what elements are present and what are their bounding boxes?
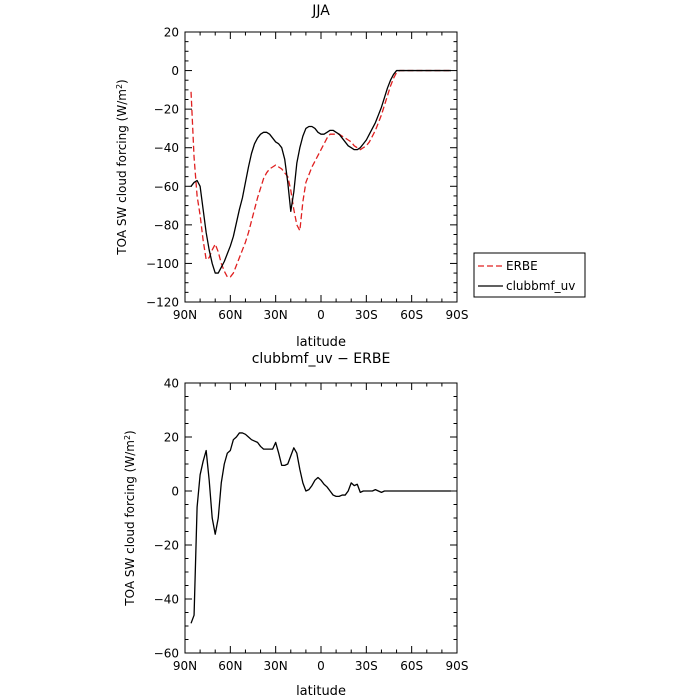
top-series-lines <box>190 69 451 278</box>
top-x-tick-label: 90S <box>446 308 469 322</box>
bottom-x-tick-label: 60S <box>400 659 423 673</box>
top-y-tick-label: −20 <box>154 103 179 117</box>
top-series-line-clubbmf-uv <box>190 69 451 274</box>
legend-box <box>473 252 586 298</box>
legend: ERBE clubbmf_uv <box>473 252 586 298</box>
bottom-axis-ticks: 90N 60N 30N 0 30S 60S 90S 40 20 0 −20 −40 −60 <box>154 377 469 674</box>
bottom-x-tick-label: 90S <box>446 659 469 673</box>
legend-erbe-label: ERBE <box>506 259 538 273</box>
bottom-y-tick-label: 40 <box>164 377 179 391</box>
top-x-tick-label: 90N <box>173 308 197 322</box>
top-x-tick-label: 30N <box>264 308 288 322</box>
top-y-tick-label: −40 <box>154 141 179 155</box>
bottom-x-tick-label: 30N <box>264 659 288 673</box>
bottom-series-lines <box>190 432 451 624</box>
bottom-panel: clubbmf_uv − ERBE 90N 60N 30N 0 30S 60S 90S 40 2… <box>123 351 468 699</box>
bottom-y-tick-label: −20 <box>154 539 179 553</box>
top-y-axis-label: TOA SW cloud forcing (W/m2) <box>115 79 129 255</box>
top-x-tick-label: 0 <box>317 308 325 322</box>
top-y-tick-label: −120 <box>146 296 179 310</box>
bottom-x-tick-label: 90N <box>173 659 197 673</box>
top-x-tick-label: 60N <box>218 308 242 322</box>
bottom-x-tick-label: 30S <box>355 659 378 673</box>
top-y-tick-label: −100 <box>146 257 179 271</box>
top-x-tick-label: 30S <box>355 308 378 322</box>
bottom-y-tick-label: −60 <box>154 647 179 661</box>
top-axis-ticks: 90N 60N 30N 0 30S 60S 90S 20 0 −20 −40 −60 −80 −100 −1… <box>146 26 468 323</box>
top-y-tick-label: −60 <box>154 180 179 194</box>
top-y-tick-label: −80 <box>154 218 179 232</box>
bottom-x-axis-label: latitude <box>296 684 346 699</box>
top-panel-title: JJA <box>311 3 330 19</box>
top-x-tick-label: 60S <box>400 308 423 322</box>
bottom-y-tick-label: 20 <box>164 431 179 445</box>
bottom-x-tick-label: 60N <box>218 659 242 673</box>
top-x-axis-label: latitude <box>296 335 346 350</box>
bottom-y-tick-label: 0 <box>171 485 179 499</box>
bottom-panel-title: clubbmf_uv − ERBE <box>252 351 391 367</box>
bottom-y-axis-label: TOA SW cloud forcing (W/m2) <box>123 430 137 606</box>
top-y-tick-label: 20 <box>164 26 179 40</box>
top-y-tick-label: 0 <box>171 64 179 78</box>
bottom-series-line-0 <box>190 432 451 624</box>
bottom-y-tick-label: −40 <box>154 593 179 607</box>
legend-model-label: clubbmf_uv <box>506 279 575 293</box>
bottom-x-tick-label: 0 <box>317 659 325 673</box>
top-panel: JJA 90N 60N 30N 0 30S 60S 90S 20 0 −20 −40 −60 −80 −1… <box>115 3 586 350</box>
